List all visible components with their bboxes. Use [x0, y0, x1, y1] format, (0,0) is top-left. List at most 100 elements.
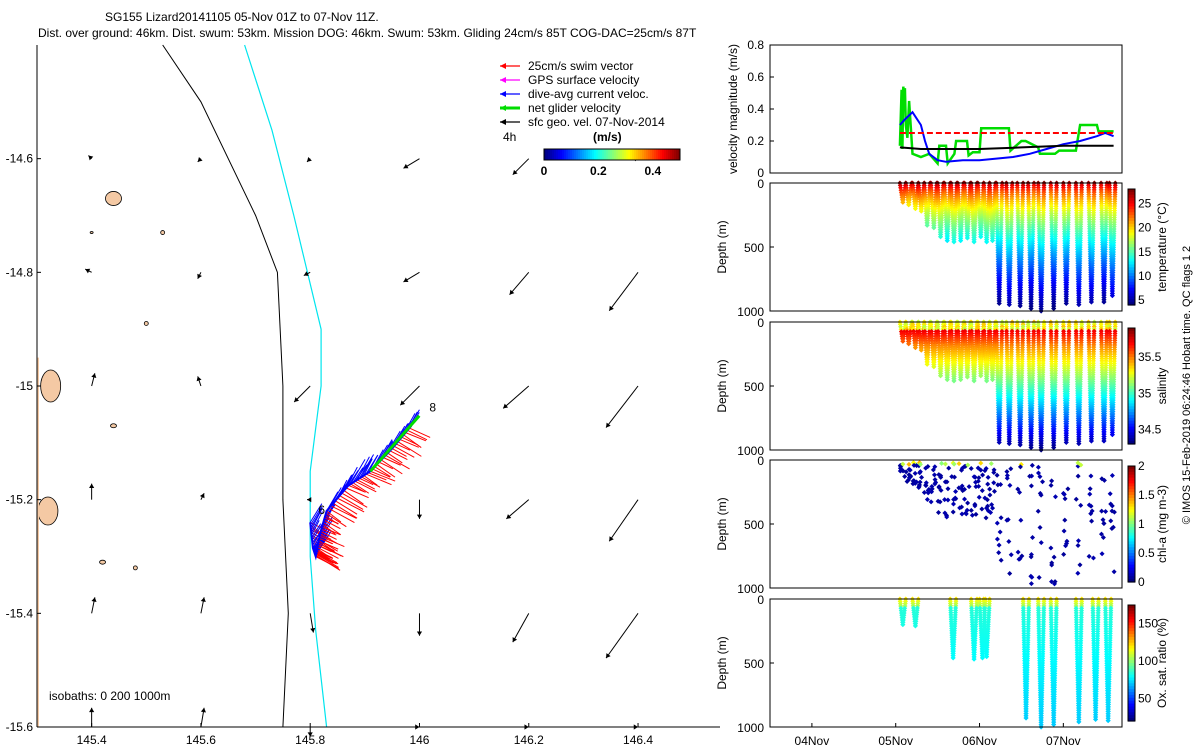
- surface-velocity-arrowhead: [606, 422, 611, 428]
- swim-vector: [367, 472, 387, 481]
- temperature-colorbar-cell: [1128, 203, 1135, 207]
- surface-velocity-arrowhead: [609, 536, 614, 542]
- swim-vector: [317, 546, 339, 559]
- swim-vector: [399, 438, 419, 448]
- chl-data-point: [1087, 491, 1093, 497]
- colorbar-cell: [568, 149, 571, 160]
- chl-data-point: [1007, 571, 1013, 577]
- colorbar-cell: [578, 149, 581, 160]
- swim-vector: [397, 441, 422, 457]
- chl-data-point: [1075, 473, 1081, 479]
- surface-velocity-arrowhead: [509, 289, 515, 295]
- chl-data-point: [919, 474, 925, 480]
- surface-velocity-arrowhead: [403, 163, 409, 169]
- isobath-1000m: [244, 44, 328, 728]
- salinity-colorbar-tick-label: 35: [1138, 386, 1152, 400]
- surface-velocity-vector: [502, 385, 530, 409]
- temperature-data-point: [900, 199, 906, 205]
- colorbar-cell: [610, 149, 613, 160]
- chl-data-point: [1040, 479, 1046, 485]
- surface-velocity-arrowhead: [512, 637, 518, 643]
- colorbar-tick-label: 0: [541, 164, 548, 178]
- surface-velocity-arrowhead: [307, 732, 313, 737]
- colorbar-cell: [576, 149, 579, 160]
- colorbar-cell: [562, 149, 565, 160]
- surface-velocity-vector: [605, 613, 639, 659]
- chl-data-point: [912, 470, 918, 476]
- temperature-colorbar-cell: [1128, 247, 1135, 251]
- chl-data-point: [983, 515, 989, 521]
- chl-data-point: [1109, 472, 1115, 478]
- reef-shape: [89, 231, 94, 234]
- colorbar-cell: [564, 149, 567, 160]
- temperature-colorbar-cell: [1128, 299, 1135, 303]
- surface-velocity-vector: [512, 613, 530, 643]
- temperature-colorbar-cell: [1128, 284, 1135, 289]
- velocity-y-tick-label: 0.2: [747, 134, 764, 148]
- temperature-data-point: [924, 222, 930, 228]
- surface-velocity-vector: [506, 499, 530, 520]
- temperature-colorbar-cell: [1128, 255, 1135, 260]
- salinity-colorbar-label: salinity: [1155, 368, 1169, 405]
- chl-data-point: [1036, 574, 1042, 580]
- depth-axis-label: Depth (m): [715, 359, 729, 412]
- chl-colorbar-tick-label: 1: [1138, 517, 1145, 531]
- swim-vector: [320, 531, 337, 540]
- colorbar-cell: [642, 149, 645, 160]
- depth-y-tick-label: 0: [757, 454, 764, 468]
- surface-velocity-arrowhead: [89, 483, 95, 488]
- colorbar-cell: [598, 149, 601, 160]
- temperature-colorbar-cell: [1128, 232, 1135, 236]
- colorbar-cell: [602, 149, 605, 160]
- velocity-y-tick-label: 0: [757, 166, 764, 180]
- chl-data-point: [1062, 517, 1068, 523]
- swim-vector: [409, 427, 431, 438]
- chl-data-point: [1101, 520, 1107, 526]
- chl-data-point: [990, 505, 996, 511]
- dive-avg-current-vector: [350, 459, 366, 485]
- map-x-tick-label: 146.4: [623, 733, 653, 747]
- surface-velocity-arrowhead: [609, 305, 614, 311]
- chl-data-point: [968, 465, 974, 471]
- swim-vector: [321, 528, 337, 536]
- colorbar-cell: [552, 149, 555, 160]
- temperature-colorbar-cell: [1128, 281, 1135, 286]
- depth-y-tick-label: 500: [744, 380, 764, 394]
- legend-arrowhead: [500, 105, 506, 111]
- colorbar-cell: [670, 149, 673, 160]
- swim-vector: [335, 500, 358, 515]
- temperature-colorbar-cell: [1128, 296, 1135, 300]
- legend-unit-label: (m/s): [593, 130, 622, 144]
- colorbar-cell: [640, 149, 643, 160]
- surface-velocity-arrowhead: [91, 373, 97, 378]
- colorbar-cell: [584, 149, 587, 160]
- swim-vector: [356, 479, 375, 490]
- colorbar-cell: [654, 149, 657, 160]
- temperature-colorbar-cell: [1128, 261, 1135, 265]
- reef-shape: [143, 321, 149, 326]
- temperature-data-point: [951, 239, 957, 245]
- map-y-tick-label: -15.6: [6, 720, 34, 734]
- temperature-colorbar-cell: [1128, 212, 1135, 216]
- surface-velocity-vector: [399, 385, 420, 406]
- dive-avg-current-vector: [348, 470, 359, 486]
- colorbar-cell: [608, 149, 611, 160]
- surface-velocity-arrowhead: [307, 497, 312, 503]
- surface-velocity-arrowhead: [416, 514, 423, 519]
- surface-velocity-vector: [509, 272, 530, 296]
- temperature-colorbar-cell: [1128, 197, 1135, 202]
- surface-velocity-arrowhead: [400, 400, 406, 406]
- colorbar-cell: [668, 149, 671, 160]
- colorbar-cell: [574, 149, 577, 160]
- chl-data-point: [924, 496, 930, 502]
- dive-avg-current-vector: [317, 530, 329, 546]
- colorbar-cell: [676, 149, 679, 160]
- chl-data-point: [1004, 469, 1010, 475]
- temperature-data-point: [1051, 305, 1057, 311]
- surface-velocity-arrowhead: [88, 155, 94, 161]
- temperature-colorbar-cell: [1128, 194, 1135, 199]
- colorbar-cell: [652, 149, 655, 160]
- chl-data-point: [1107, 491, 1113, 497]
